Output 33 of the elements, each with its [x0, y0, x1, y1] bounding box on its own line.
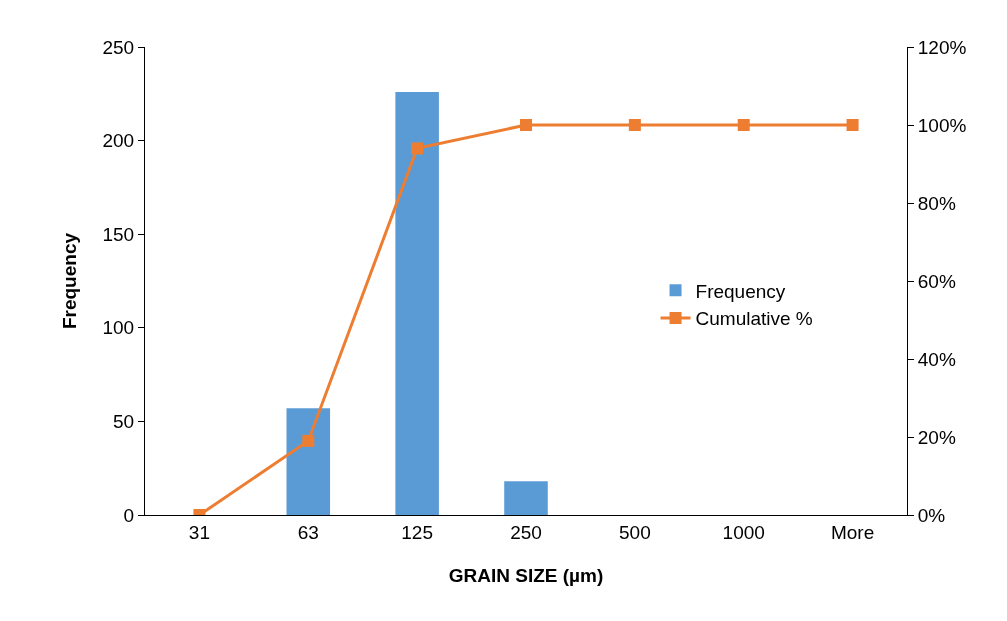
legend-label: Frequency: [695, 280, 786, 302]
x-tick-label: 63: [297, 521, 319, 543]
y2-tick-label: 0%: [917, 504, 946, 526]
x-tick-label: 250: [510, 521, 542, 543]
x-axis-title: GRAIN SIZE (µm): [448, 565, 604, 586]
y2-tick-label: 120%: [917, 36, 967, 58]
point: [302, 434, 315, 447]
y-tick-label: 200: [102, 130, 135, 152]
y2-tick-label: 80%: [917, 192, 956, 214]
point: [411, 142, 424, 155]
y-tick-label: 100: [102, 317, 135, 339]
x-tick-label: 1000: [722, 521, 765, 543]
y-tick-label: 250: [102, 36, 135, 58]
y-tick-label: 150: [102, 223, 135, 245]
legend-label: Cumulative %: [695, 308, 813, 330]
y2-tick-label: 100%: [917, 114, 967, 136]
bar: [395, 91, 439, 515]
y2-tick-label: 40%: [917, 348, 956, 370]
x-tick-label: 500: [619, 521, 651, 543]
x-tick-label: 31: [188, 521, 210, 543]
point: [846, 119, 859, 131]
y-axis-title: Frequency: [59, 232, 81, 330]
y2-tick-label: 20%: [917, 426, 956, 448]
x-tick-label: 125: [401, 521, 433, 543]
point: [628, 119, 641, 131]
bar: [286, 408, 331, 515]
point: [737, 119, 750, 131]
point: [520, 119, 532, 131]
x-tick-label: More: [830, 521, 875, 543]
y2-tick-label: 60%: [917, 270, 956, 292]
y-tick-label: 0: [123, 504, 135, 526]
y-tick-label: 50: [113, 411, 135, 433]
bar: [504, 481, 548, 515]
